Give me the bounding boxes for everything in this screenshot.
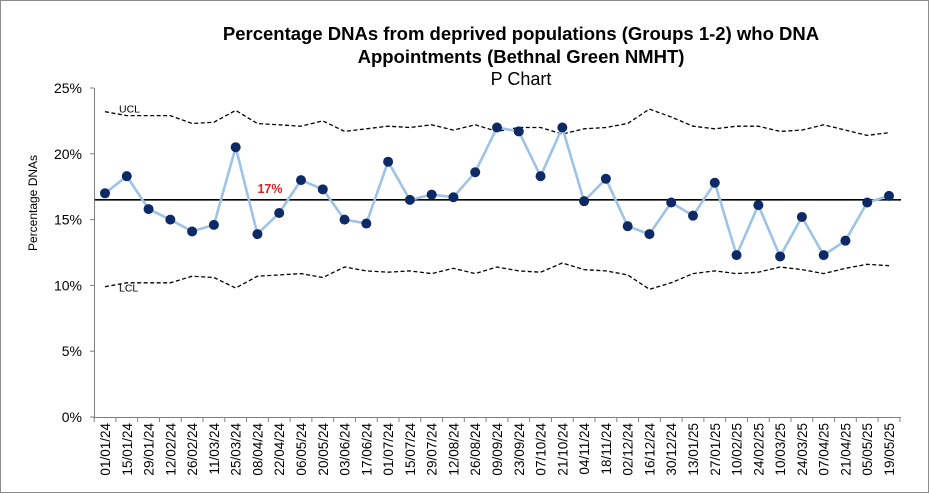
- data-point: [252, 229, 263, 240]
- x-tick-label: 29/07/24: [425, 423, 440, 476]
- x-tick-label: 19/05/25: [882, 423, 897, 476]
- data-point: [884, 190, 894, 201]
- x-tick-label: 21/10/24: [555, 423, 570, 476]
- x-tick-label: 05/05/25: [860, 423, 875, 476]
- data-point: [404, 194, 415, 205]
- x-tick-label: 12/02/24: [163, 423, 178, 476]
- data-point: [339, 214, 350, 225]
- x-tick-label: 15/01/24: [120, 423, 135, 476]
- x-tick-label: 29/01/24: [142, 423, 157, 476]
- x-tick-label: 23/09/24: [512, 423, 527, 476]
- y-tick-label: 0%: [62, 409, 82, 425]
- data-point: [622, 221, 633, 232]
- data-point: [208, 219, 219, 230]
- data-series-line: [104, 126, 890, 258]
- y-tick-label: 20%: [54, 146, 82, 162]
- x-tick-label: 01/01/24: [98, 423, 113, 476]
- data-point: [753, 200, 764, 211]
- data-point: [470, 167, 481, 178]
- data-point: [492, 122, 502, 133]
- x-tick-label: 12/08/24: [446, 423, 461, 476]
- lcl-line: [104, 262, 890, 291]
- x-tick-label: 26/08/24: [468, 423, 483, 476]
- data-point: [121, 171, 132, 182]
- data-point: [165, 214, 176, 225]
- data-point: [709, 177, 720, 188]
- mean-label: 17%: [257, 182, 282, 196]
- x-tick-label: 04/11/24: [577, 423, 592, 475]
- data-point: [296, 175, 306, 186]
- y-tick-label: 5%: [62, 343, 82, 359]
- data-point: [796, 211, 807, 222]
- x-axis-ticks: 01/01/24 15/01/24 29/01/24 12/02/24 26/02/24…: [93, 417, 901, 476]
- data-point: [862, 197, 873, 208]
- y-tick-label: 15%: [54, 212, 82, 228]
- data-point: [513, 126, 524, 137]
- x-tick-label: 10/03/25: [773, 423, 788, 476]
- data-point: [557, 122, 568, 133]
- data-point: [644, 229, 655, 240]
- data-point: [775, 251, 786, 262]
- x-tick-label: 20/05/24: [316, 423, 331, 476]
- data-point: [426, 189, 437, 200]
- x-tick-label: 15/07/24: [403, 423, 418, 476]
- data-point: [666, 197, 677, 208]
- data-point: [230, 142, 241, 153]
- x-tick-label: 08/04/24: [250, 423, 265, 476]
- x-tick-label: 03/06/24: [338, 423, 353, 476]
- mean-line-group: 17%: [95, 182, 901, 201]
- data-point: [100, 188, 110, 199]
- y-axis-label: Percentage DNAs: [26, 155, 40, 251]
- chart-title-line2: Appointments (Bethnal Green NMHT): [357, 46, 685, 67]
- data-point: [731, 250, 742, 261]
- y-tick-label: 25%: [54, 80, 82, 96]
- y-axis-ticks: 0% 5% 10% 15% 20% 25%: [54, 80, 94, 425]
- x-tick-label: 24/03/25: [795, 423, 810, 476]
- data-point: [448, 192, 459, 203]
- x-tick-label: 09/09/24: [490, 423, 505, 476]
- x-tick-label: 07/04/25: [817, 423, 832, 476]
- x-tick-label: 30/12/24: [664, 423, 679, 476]
- x-tick-label: 18/11/24: [599, 423, 614, 475]
- x-tick-label: 13/01/25: [686, 423, 701, 476]
- data-point: [579, 196, 590, 207]
- data-point: [274, 208, 285, 219]
- x-tick-label: 06/05/24: [294, 423, 309, 476]
- data-point: [600, 173, 611, 184]
- x-tick-label: 11/03/24: [207, 423, 222, 475]
- ucl-label: UCL: [119, 104, 140, 116]
- x-tick-label: 24/02/25: [751, 423, 766, 476]
- lcl-label: LCL: [119, 283, 138, 295]
- x-tick-label: 02/12/24: [621, 423, 636, 476]
- x-tick-label: 26/02/24: [185, 423, 200, 476]
- x-tick-label: 25/03/24: [229, 423, 244, 476]
- data-point: [840, 235, 851, 246]
- data-point: [187, 226, 198, 237]
- data-point: [361, 218, 372, 229]
- chart-title-line1: Percentage DNAs from deprived population…: [222, 23, 820, 44]
- data-point: [818, 250, 829, 261]
- x-tick-label: 01/07/24: [381, 423, 396, 476]
- x-tick-label: 10/02/25: [730, 423, 745, 476]
- x-tick-label: 17/06/24: [359, 423, 374, 476]
- data-point: [535, 171, 546, 182]
- data-point: [143, 204, 154, 215]
- chart-subtitle: P Chart: [490, 69, 552, 89]
- y-tick-label: 10%: [54, 277, 82, 293]
- data-point: [317, 184, 328, 195]
- x-tick-label: 07/10/24: [534, 423, 549, 476]
- data-point: [383, 156, 394, 167]
- x-tick-label: 27/01/25: [708, 423, 723, 476]
- x-tick-label: 22/04/24: [272, 423, 287, 476]
- x-tick-label: 21/04/25: [838, 423, 853, 476]
- data-point: [688, 210, 698, 221]
- x-tick-label: 16/12/24: [642, 423, 657, 476]
- data-series: [100, 122, 894, 262]
